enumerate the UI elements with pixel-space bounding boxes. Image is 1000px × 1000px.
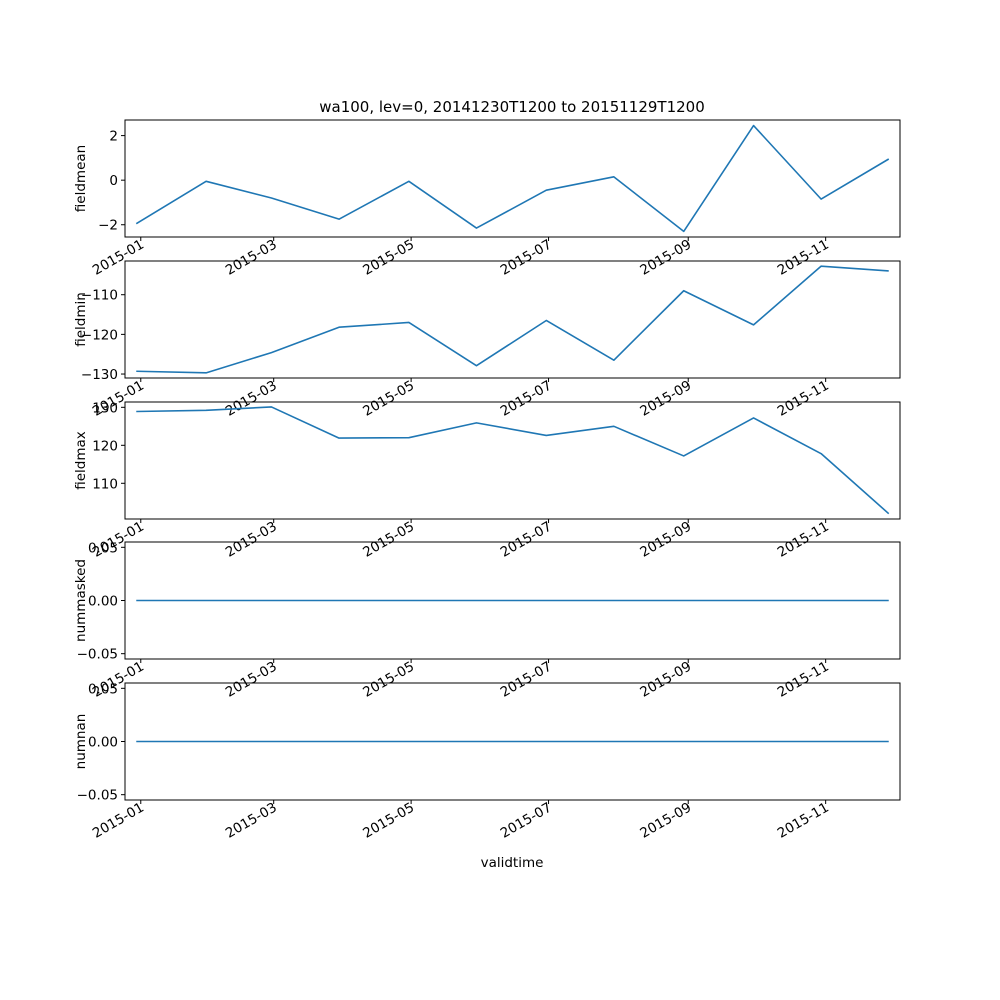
y-tick-label: −130 xyxy=(81,367,118,383)
y-tick-label: 0.00 xyxy=(88,594,118,610)
y-axis-label-fieldmean: fieldmean xyxy=(73,145,89,212)
axes-frame-fieldmin xyxy=(124,260,901,379)
x-axis-label: validtime xyxy=(481,855,544,871)
y-axis-label-fieldmin: fieldmin xyxy=(73,292,89,347)
axes-frame-fieldmean xyxy=(124,119,901,238)
y-tick-label: 110 xyxy=(92,476,118,492)
series-line-fieldmin xyxy=(136,265,889,374)
y-tick-label: −110 xyxy=(81,288,118,304)
series-line-fieldmax xyxy=(136,406,890,515)
y-axis-label-fieldmax: fieldmax xyxy=(73,431,89,490)
y-tick-label: −0.05 xyxy=(77,788,118,804)
y-tick-label: 0.05 xyxy=(88,681,118,697)
y-tick-label: 0.05 xyxy=(88,540,118,556)
y-tick-label: −0.05 xyxy=(77,647,118,663)
y-tick-label: −120 xyxy=(81,327,118,343)
y-axis-label-numnan: numnan xyxy=(73,714,89,770)
y-tick-label: 0.00 xyxy=(88,735,118,751)
y-tick-label: 0 xyxy=(109,173,118,189)
series-line-fieldmean xyxy=(135,124,890,233)
y-tick-label: −2 xyxy=(98,218,118,234)
y-tick-label: 120 xyxy=(92,438,118,454)
chart-title: wa100, lev=0, 20141230T1200 to 20151129T… xyxy=(319,98,705,116)
y-axis-label-nummasked: nummasked xyxy=(73,559,89,642)
y-tick-label: 2 xyxy=(109,129,118,145)
axes-frame-fieldmax xyxy=(124,401,901,520)
y-tick-label: 130 xyxy=(92,400,118,416)
